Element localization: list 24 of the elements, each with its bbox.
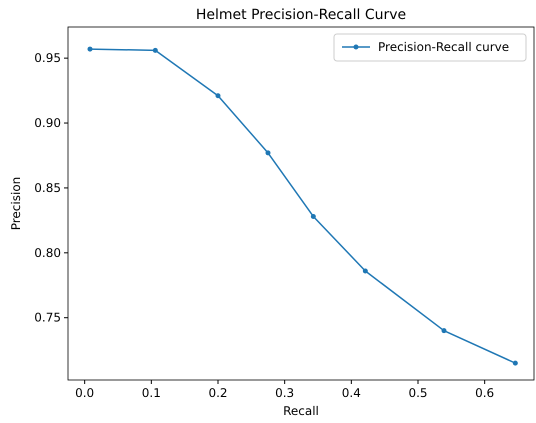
x-axis-title: Recall xyxy=(283,404,319,418)
point xyxy=(88,46,92,52)
point xyxy=(512,360,518,366)
point xyxy=(152,48,158,53)
y-tick-label: 0.95 xyxy=(34,51,61,66)
x-tick-label: 0.0 xyxy=(75,386,94,400)
point xyxy=(362,268,368,274)
x-tick-label: 0.6 xyxy=(475,386,494,400)
x-tick-label: 0.1 xyxy=(142,386,161,400)
legend-label: Precision-Recall curve xyxy=(378,40,510,54)
x-tick-label: 0.4 xyxy=(342,386,361,400)
x-tick-label: 0.3 xyxy=(275,386,294,400)
y-axis-title: Precision xyxy=(9,176,23,230)
point xyxy=(216,93,220,98)
y-tick-label: 0.85 xyxy=(34,180,61,195)
x-tick-label: 0.2 xyxy=(208,386,228,400)
x-tick-label: 0.5 xyxy=(408,386,428,400)
y-tick-label: 0.90 xyxy=(34,116,61,130)
y-tick-label: 0.75 xyxy=(34,310,61,325)
point xyxy=(266,150,270,156)
chart-title: Helmet Precision-Recall Curve xyxy=(196,7,406,23)
y-tick-label: 0.80 xyxy=(34,246,61,260)
point xyxy=(442,328,446,334)
point xyxy=(310,214,316,219)
